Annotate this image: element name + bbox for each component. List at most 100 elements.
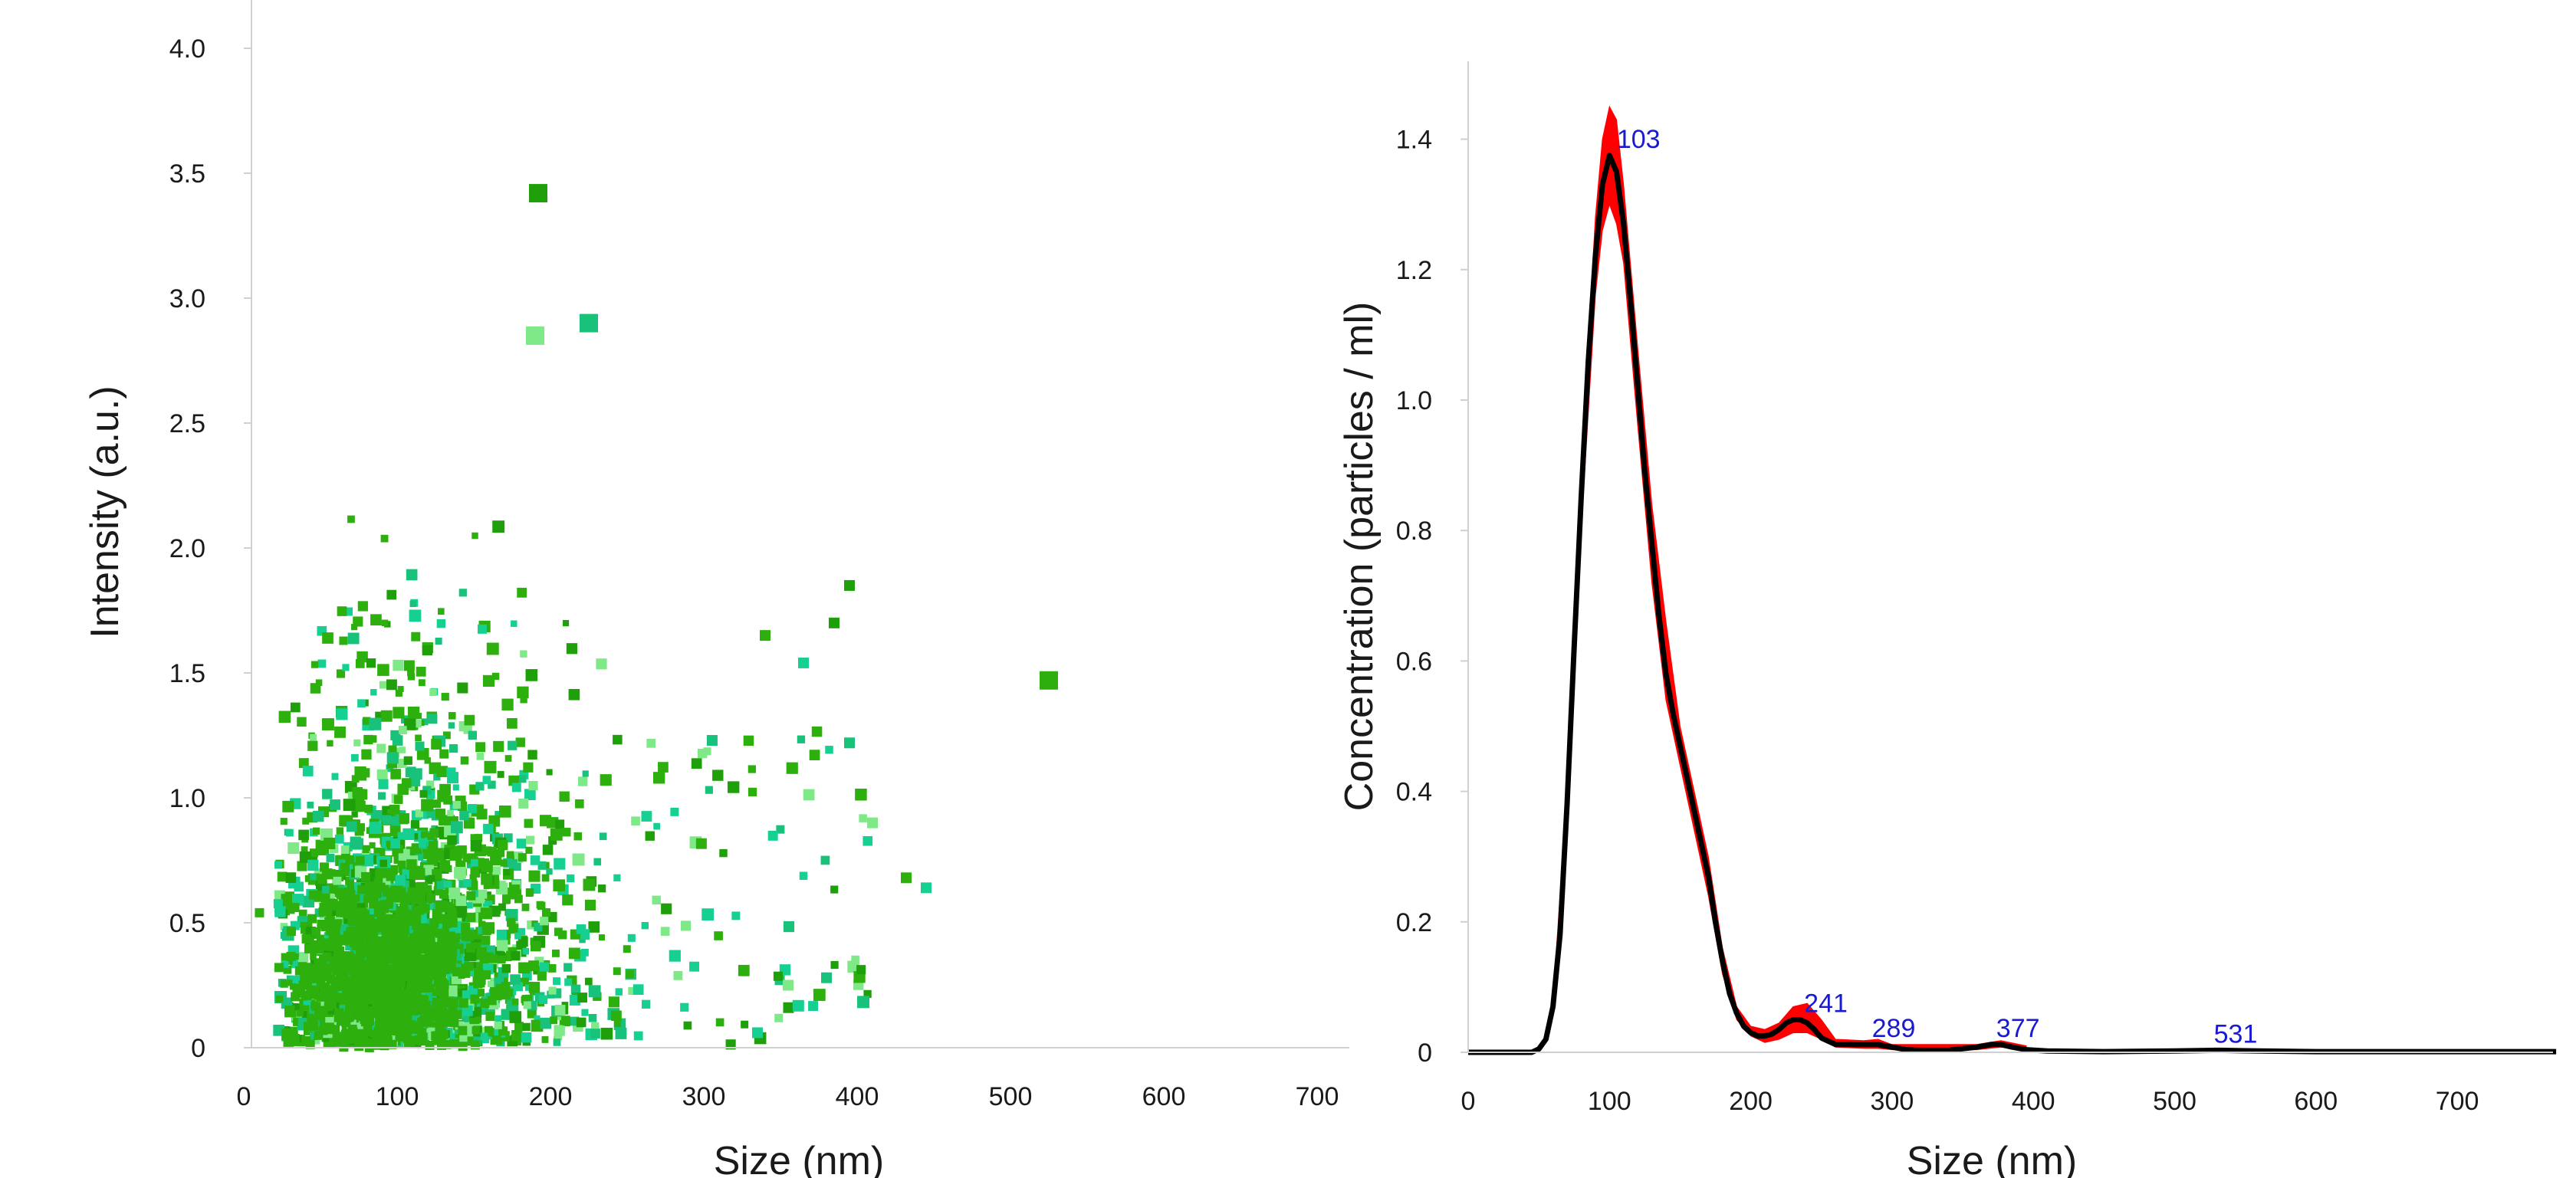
scatter-point [681,920,692,931]
scatter-point [357,699,366,708]
scatter-point [286,927,296,937]
scatter-point [452,966,462,976]
scatter-point [518,775,527,783]
scatter-point [300,976,310,986]
scatter-point [466,891,476,901]
scatter-point [821,972,832,983]
scatter-point [278,710,291,723]
scatter-point [344,607,353,616]
scatter-point [346,821,357,832]
scatter-point [446,985,458,997]
scatter-point [683,1021,692,1030]
scatter-point [336,669,346,678]
scatter-point [808,1001,819,1011]
scatter-point [322,985,332,995]
scatter-points [255,184,1058,1052]
scatter-point [670,807,679,816]
scatter-point [449,712,456,720]
scatter-point [369,822,382,835]
scatter-point [436,881,445,890]
scatter-point [550,817,559,825]
scatter-point [301,934,311,944]
scatter-point [550,1016,558,1025]
scatter-point [326,853,335,862]
scatter-point [564,963,573,972]
scatter-point [468,804,478,813]
scatter-point [480,1032,488,1041]
scatter-point [442,1016,450,1024]
scatter-point [471,858,478,867]
scatter-point [470,994,480,1004]
scatter-point [458,589,467,597]
scatter-point [597,884,606,893]
scatter-point [351,753,359,762]
scatter-point [859,814,867,822]
scatter-point [422,940,432,950]
scatter-point [748,765,756,773]
scatter-point [628,987,636,995]
peak-labels: 103 241 289 377 531 [1617,125,2258,1049]
scatter-point [435,986,445,996]
scatter-point [290,983,297,990]
scatter-point [449,997,458,1007]
scatter-point [422,645,433,656]
scatter-point [421,799,434,812]
scatter-x-tick-label: 100 [376,1082,419,1111]
scatter-point [608,996,619,1008]
scatter-point [305,1039,315,1049]
scatter-point [395,1032,405,1042]
scatter-point [380,534,389,543]
scatter-point [738,964,750,976]
scatter-point [506,851,514,859]
scatter-point [829,617,840,628]
scatter-point [330,926,340,936]
scatter-point [550,828,563,841]
scatter-point [466,902,473,909]
scatter-point [452,801,461,809]
scatter-point [712,769,724,781]
scatter-point [481,926,491,936]
scatter-point [631,816,640,826]
scatter-x-tick-label: 700 [1296,1082,1339,1111]
scatter-point [378,792,386,800]
scatter-point [436,619,446,628]
scatter-point [401,893,411,903]
scatter-x-tick-label: 300 [682,1082,726,1111]
scatter-point [347,953,356,963]
scatter-point [427,997,437,1006]
scatter-point [559,791,570,802]
scatter-point [572,853,585,866]
scatter-point [314,1030,324,1040]
scatter-point [399,924,409,934]
scatter-point [334,888,344,897]
scatter-point [297,717,307,727]
scatter-y-tick-label: 2.5 [169,409,205,438]
scatter-point [541,1036,549,1043]
scatter-x-tick-label: 500 [989,1082,1033,1111]
scatter-point [361,749,372,760]
scatter-point [508,740,518,750]
scatter-point [284,1006,295,1016]
scatter-point [548,913,555,920]
scatter-point [357,601,368,612]
scatter-point [488,780,496,789]
scatter-point [464,714,475,726]
scatter-point [748,787,757,797]
scatter-point [495,983,505,993]
scatter-point [540,815,552,827]
scatter-point [353,616,363,627]
peak-label: 289 [1872,1014,1916,1043]
scatter-point [380,941,390,951]
scatter-point [524,984,532,991]
scatter-point [477,624,487,634]
scatter-point [470,840,482,852]
scatter-point [393,914,402,924]
scatter-point [369,717,382,730]
scatter-point [386,985,396,995]
scatter-point [297,962,307,972]
scatter-point [319,902,327,911]
peak-label: 531 [2214,1019,2258,1048]
scatter-point [426,983,435,993]
scatter-point [553,879,566,891]
scatter-point [480,999,490,1009]
